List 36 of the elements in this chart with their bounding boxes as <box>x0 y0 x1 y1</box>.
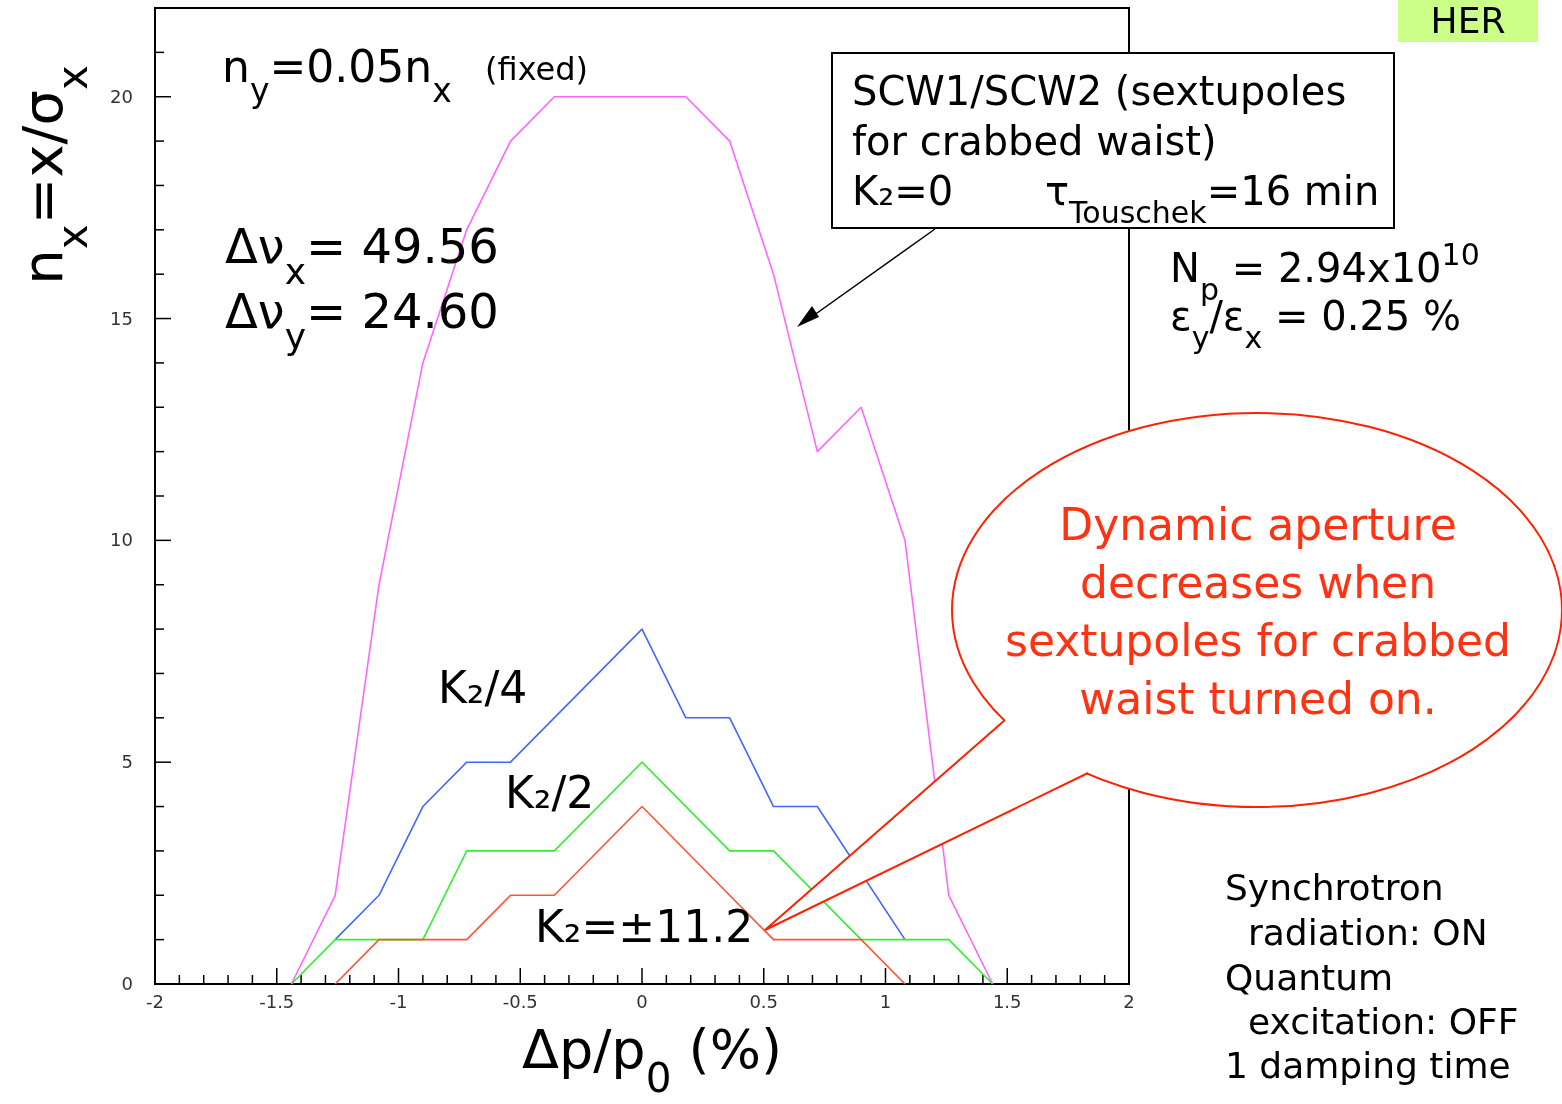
annotation: (fixed) <box>485 50 589 88</box>
annotation: τ$_{Touschek}$=16 min <box>1045 168 1380 230</box>
x-axis-title: Δp/p$_{0}$ (%) <box>521 1018 783 1102</box>
annotation: waist turned on. <box>1079 673 1437 724</box>
series-label: K₂=±11.2 <box>535 901 754 952</box>
annotation: sextupoles for crabbed <box>1004 615 1512 666</box>
x-tick-label: 2 <box>1123 991 1135 1012</box>
y-tick-label: 5 <box>121 751 133 773</box>
x-tick-label: 1.5 <box>992 991 1022 1012</box>
x-tick-label: -1.5 <box>259 991 295 1012</box>
series-label: K₂/4 <box>438 662 528 713</box>
text: Synchrotron <box>1225 867 1444 908</box>
x-tick-label: -2 <box>146 991 164 1012</box>
annotation: decreases when <box>1079 557 1437 608</box>
x-tick-label: 0.5 <box>749 991 779 1012</box>
text: HER <box>1430 0 1506 41</box>
text: 1 damping time <box>1225 1045 1511 1086</box>
annotation: K₂=0 <box>852 168 954 214</box>
text: excitation: OFF <box>1248 1001 1519 1042</box>
annotation: for crabbed waist) <box>852 118 1217 164</box>
line-series <box>290 761 994 985</box>
x-tick-label: -0.5 <box>502 991 538 1012</box>
x-tick-label: -1 <box>389 991 408 1012</box>
series-label: K₂/2 <box>505 767 595 818</box>
annotation: n$_{y}$=0.05n$_{x}$ <box>222 41 452 110</box>
y-tick-label: 0 <box>121 973 133 994</box>
line-series <box>334 628 906 941</box>
annotation: SCW1/SCW2 (sextupoles <box>852 68 1347 114</box>
y-tick-label: 10 <box>110 529 133 551</box>
text: Quantum <box>1225 957 1394 998</box>
y-tick-label: 15 <box>110 307 133 329</box>
x-tick-label: 1 <box>879 991 892 1012</box>
text: radiation: ON <box>1248 912 1488 953</box>
x-tick-label: 0 <box>636 991 648 1012</box>
annotation: Dynamic aperture <box>1059 499 1457 550</box>
y-tick-label: 20 <box>110 85 133 107</box>
